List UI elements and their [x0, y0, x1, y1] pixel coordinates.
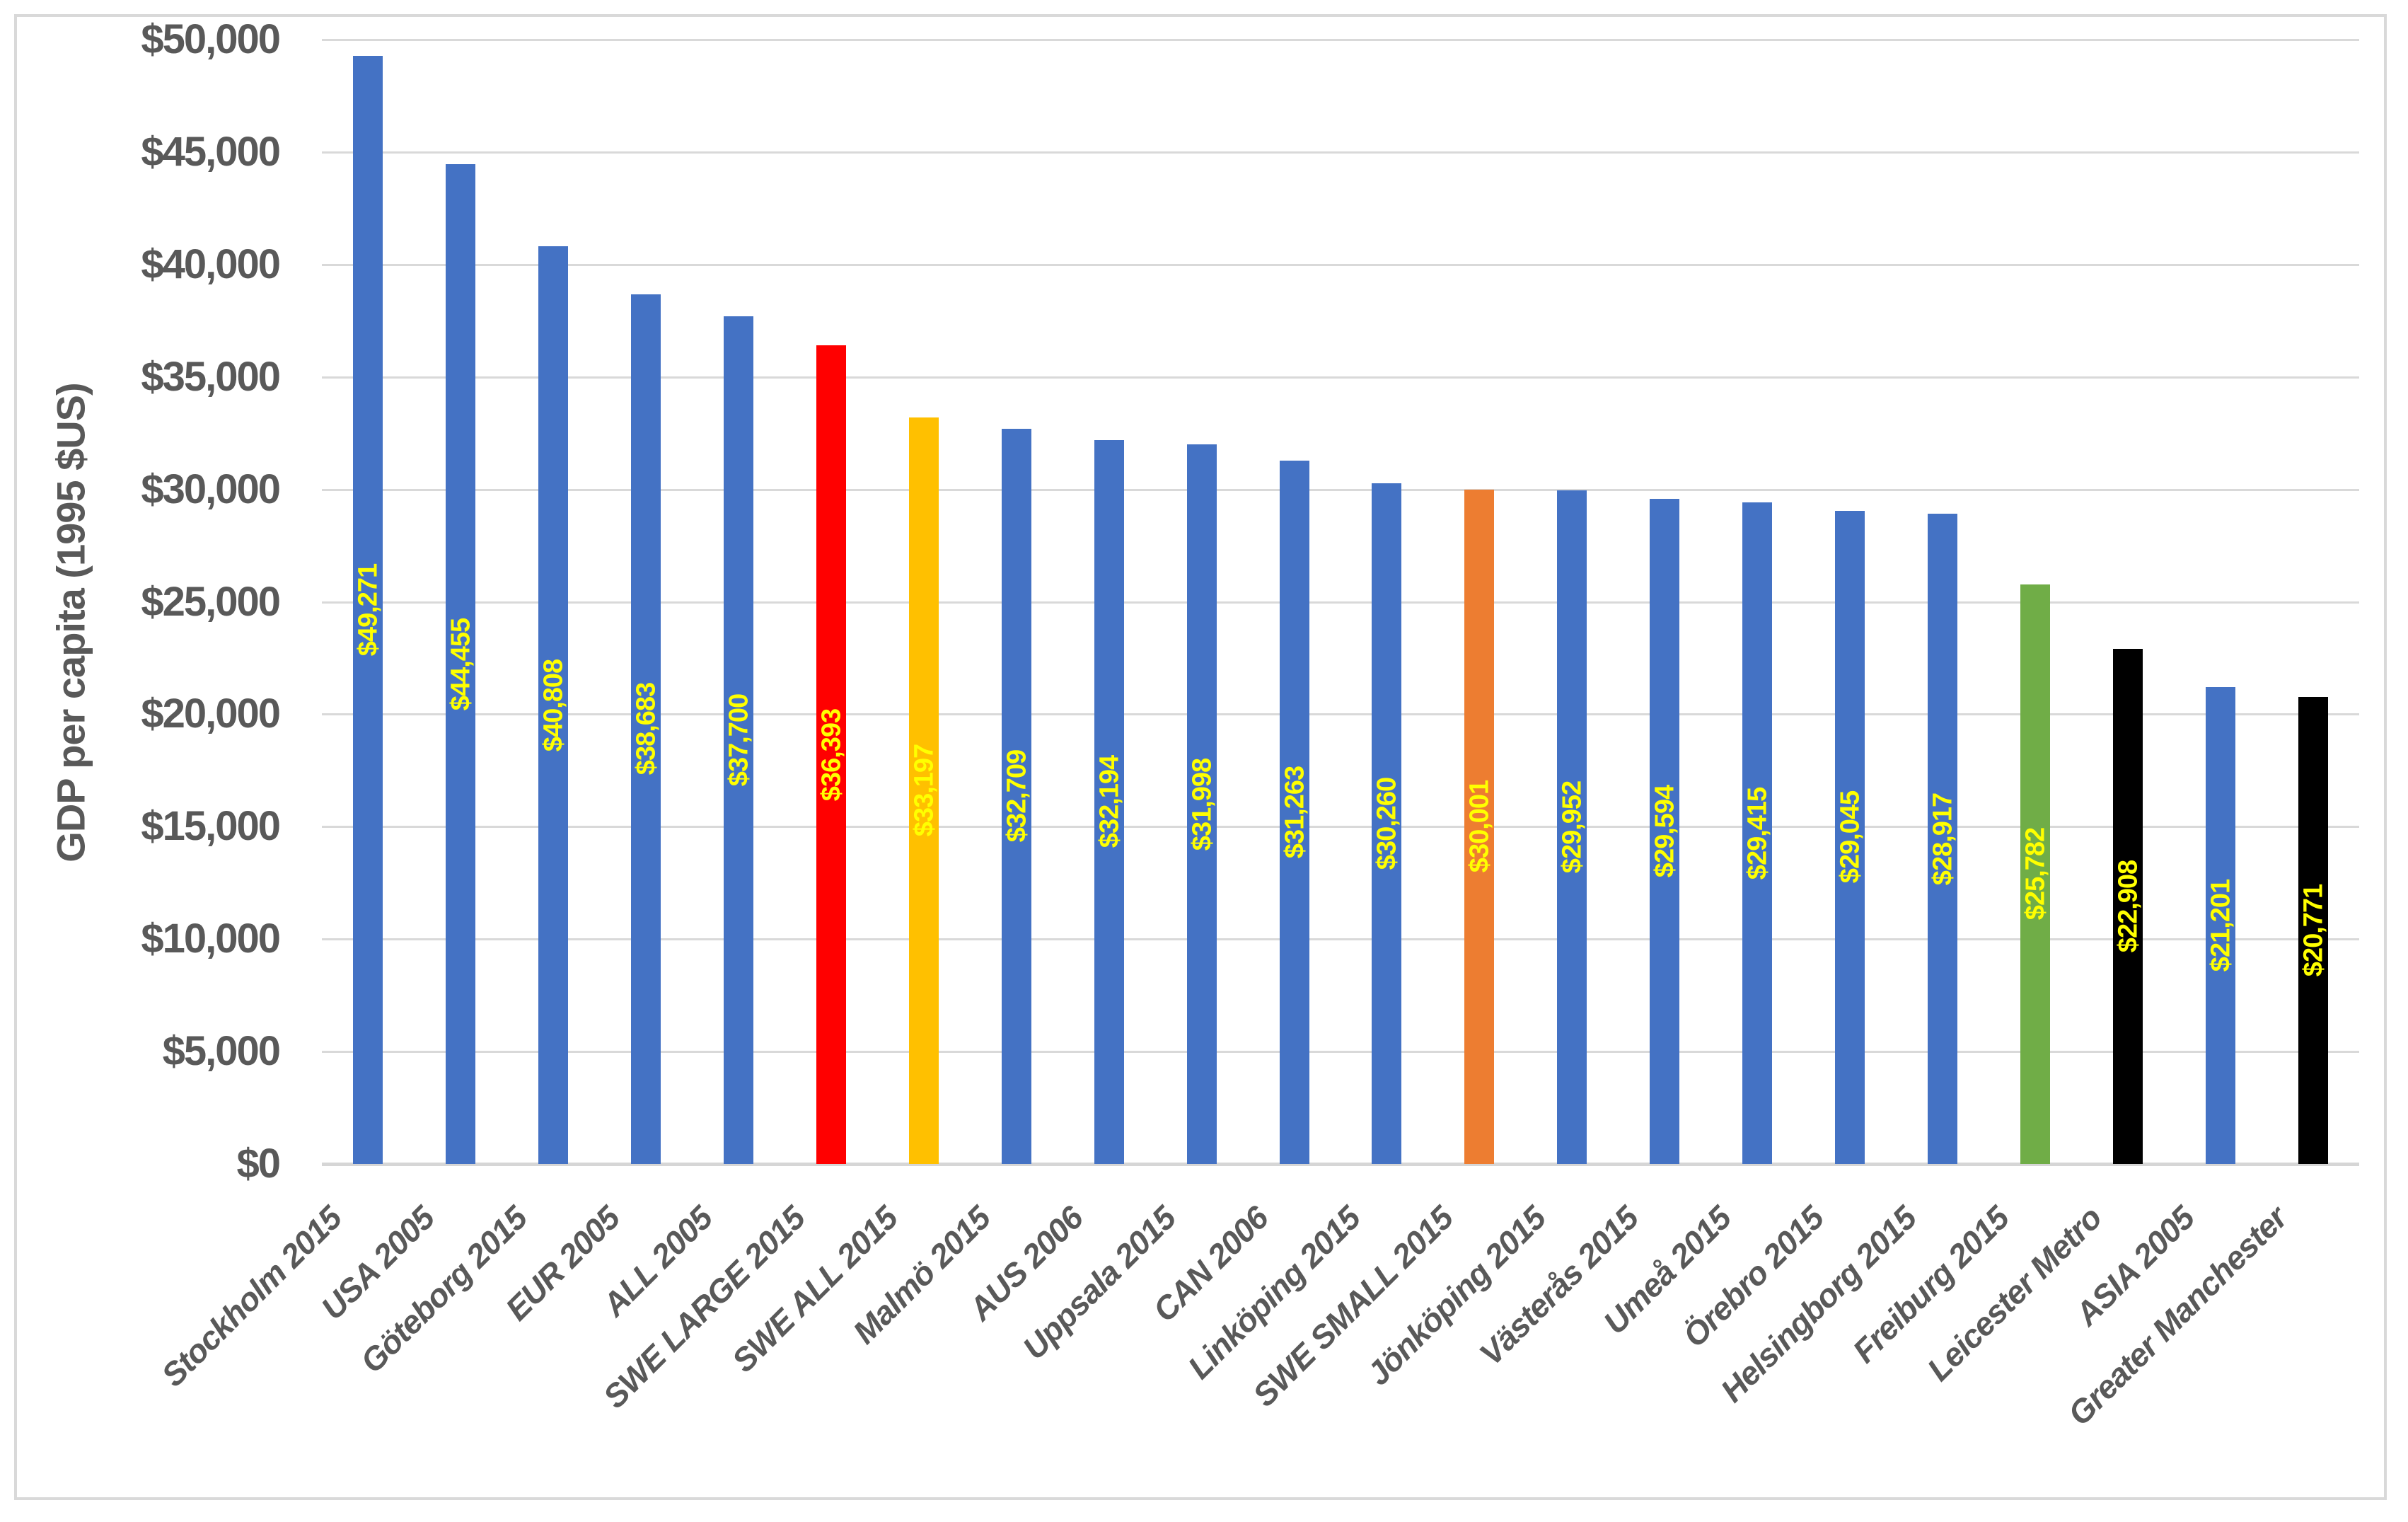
bar-usa-2005 [446, 164, 476, 1164]
bar-value-label: $44,455 [446, 618, 476, 710]
y-axis-tick-label: $50,000 [141, 16, 281, 62]
bar-leicester-metro [2112, 648, 2143, 1164]
y-axis-tick-label: $45,000 [141, 128, 281, 175]
bar-value-label: $29,594 [1650, 785, 1680, 877]
bar-all-2005 [724, 316, 754, 1164]
bar-eur-2005 [631, 294, 661, 1164]
bar-greater-manchester [2298, 696, 2328, 1164]
y-axis-tick-label: $40,000 [141, 241, 281, 287]
bar-value-label: $29,045 [1835, 791, 1865, 884]
bar-ume-2015 [1742, 502, 1773, 1164]
y-axis-tick-label: $15,000 [141, 803, 281, 850]
bar-uppsala-2015 [1186, 444, 1217, 1164]
y-axis-tick-label: $25,000 [141, 578, 281, 625]
chart-border [14, 14, 2387, 1500]
gridline [322, 938, 2359, 941]
bar-malm-2015 [1001, 428, 1031, 1164]
y-axis-tick-label: $5,000 [162, 1028, 281, 1075]
bar-value-label: $33,197 [909, 744, 939, 837]
gridline [322, 376, 2359, 379]
bar-value-label: $30,260 [1372, 777, 1402, 870]
bar-value-label: $29,952 [1557, 780, 1587, 874]
bar-link-ping-2015 [1372, 483, 1402, 1164]
gridline [322, 39, 2359, 41]
y-axis-tick-label: $20,000 [141, 691, 281, 737]
bar-value-label: $20,771 [2298, 884, 2329, 977]
y-axis-tick-label: $10,000 [141, 916, 281, 962]
bar-swe-all-2015 [908, 417, 939, 1164]
bar-freiburg-2015 [2020, 584, 2050, 1164]
bar-can-2006 [1279, 461, 1309, 1164]
bar-stockholm-2015 [353, 56, 383, 1164]
bar-value-label: $36,393 [816, 708, 847, 801]
bar-value-label: $28,917 [1928, 792, 1958, 885]
bar-aus-2006 [1094, 439, 1124, 1164]
bar-value-label: $22,908 [2113, 860, 2143, 953]
gridline [322, 826, 2359, 829]
y-axis-tick-label: $35,000 [141, 353, 281, 400]
bar-value-label: $21,201 [2206, 879, 2236, 972]
bar-swe-small-2015 [1464, 489, 1495, 1164]
bar-value-label: $49,271 [353, 563, 383, 657]
bar-value-label: $31,998 [1187, 758, 1217, 851]
gridline [322, 488, 2359, 491]
x-axis-line [322, 1163, 2359, 1166]
bar-asia-2005 [2205, 687, 2235, 1164]
gridline [322, 713, 2359, 716]
bar-g-teborg-2015 [538, 246, 569, 1164]
bar-value-label: $31,263 [1280, 766, 1310, 859]
bar-value-label: $32,709 [1002, 750, 1032, 843]
gridline [322, 1051, 2359, 1054]
y-axis-tick-label: $30,000 [141, 466, 281, 512]
y-axis-title: GDP per capita (1995 $US) [48, 383, 93, 863]
bar-value-label: $38,683 [631, 683, 661, 776]
y-axis-tick-label: $0 [236, 1141, 281, 1187]
gridline [322, 263, 2359, 266]
bar-value-label: $32,194 [1094, 756, 1125, 848]
bar-swe-large-2015 [816, 345, 846, 1164]
bar-value-label: $40,808 [538, 659, 569, 751]
bar-helsingborg-2015 [1927, 514, 1957, 1164]
bar-value-label: $29,415 [1742, 787, 1773, 880]
bar-value-label: $30,001 [1464, 780, 1495, 873]
bar-value-label: $37,700 [724, 693, 754, 787]
bar-j-nk-ping-2015 [1557, 490, 1587, 1164]
bar-v-ster-s-2015 [1650, 498, 1680, 1164]
bar--rebro-2015 [1835, 510, 1865, 1164]
plot-area: $49,271 $44,455 $40,808 $38,683 $37,700 $36,3… [322, 39, 2359, 1166]
bar-value-label: $25,782 [2020, 828, 2051, 921]
gridline [322, 151, 2359, 154]
gridline [322, 601, 2359, 604]
